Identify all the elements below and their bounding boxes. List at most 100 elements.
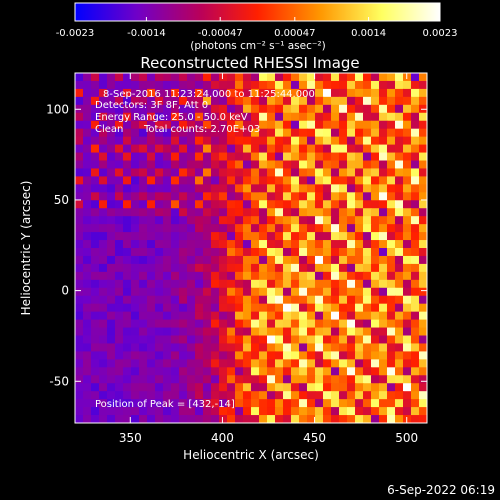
heatmap-cell — [379, 176, 388, 185]
heatmap-cell — [307, 255, 316, 265]
heatmap-cell — [179, 279, 188, 289]
heatmap-cell — [83, 184, 92, 193]
heatmap-cell — [179, 335, 188, 345]
heatmap-cell — [123, 327, 132, 337]
heatmap-cell — [275, 327, 284, 337]
heatmap-cell — [171, 407, 180, 416]
heatmap-cell — [323, 351, 332, 360]
heatmap-cell — [147, 168, 156, 177]
heatmap-cell — [107, 335, 116, 345]
heatmap-cell — [203, 335, 212, 345]
heatmap-cell — [131, 383, 140, 392]
heatmap-cell — [219, 104, 228, 114]
heatmap-cell — [251, 327, 260, 337]
heatmap-cell — [275, 303, 284, 313]
heatmap-cell — [107, 128, 116, 138]
heatmap-cell — [419, 287, 427, 297]
heatmap-cell — [347, 200, 356, 209]
heatmap-cell — [411, 192, 420, 201]
heatmap-cell — [395, 128, 404, 138]
heatmap-cell — [299, 88, 308, 98]
heatmap-cell — [227, 88, 236, 98]
heatmap-cell — [299, 176, 308, 185]
heatmap-cell — [331, 407, 340, 416]
heatmap-cell — [387, 80, 396, 90]
heatmap-cell — [83, 319, 92, 329]
heatmap-cell — [211, 73, 220, 82]
heatmap-cell — [291, 375, 300, 384]
heatmap-cell — [195, 367, 204, 376]
y-tick-label: -50 — [49, 374, 69, 388]
heatmap-cell — [131, 208, 140, 217]
heatmap-cell — [267, 80, 276, 90]
heatmap-cell — [315, 160, 324, 170]
heatmap-cell — [75, 232, 84, 241]
heatmap-cell — [363, 263, 372, 273]
heatmap-cell — [99, 415, 108, 423]
heatmap-cell — [123, 415, 132, 423]
heatmap-cell — [163, 176, 172, 185]
heatmap-cell — [155, 263, 164, 273]
heatmap-cell — [275, 359, 284, 368]
heatmap-cell — [267, 208, 276, 217]
heatmap-cell — [227, 104, 236, 114]
heatmap-cell — [395, 184, 404, 193]
heatmap-cell — [171, 303, 180, 313]
heatmap-cell — [139, 359, 148, 368]
heatmap-cell — [211, 120, 220, 130]
heatmap-cell — [387, 271, 396, 281]
heatmap-cell — [139, 136, 148, 146]
heatmap-cell — [339, 367, 348, 376]
heatmap-cell — [387, 351, 396, 360]
heatmap-cell — [235, 399, 244, 408]
heatmap-cell — [243, 399, 252, 408]
heatmap-cell — [179, 327, 188, 337]
heatmap-cell — [307, 192, 316, 201]
heatmap-cell — [339, 160, 348, 170]
heatmap-cell — [307, 73, 316, 82]
heatmap-cell — [227, 168, 236, 177]
heatmap-cell — [131, 255, 140, 265]
heatmap-cell — [131, 128, 140, 138]
heatmap-cell — [395, 104, 404, 114]
heatmap-cell — [243, 80, 252, 90]
heatmap-cell — [419, 96, 427, 106]
heatmap-cell — [179, 184, 188, 193]
heatmap-cell — [139, 80, 148, 90]
heatmap-cell — [315, 367, 324, 376]
heatmap-cell — [115, 399, 124, 408]
heatmap-cell — [83, 144, 92, 154]
heatmap-cell — [331, 160, 340, 170]
heatmap-cell — [147, 160, 156, 170]
heatmap-cell — [171, 152, 180, 162]
heatmap-cell — [123, 224, 132, 233]
heatmap-cell — [259, 112, 268, 122]
heatmap-cell — [155, 279, 164, 289]
heatmap-cell — [363, 287, 372, 297]
heatmap-cell — [315, 248, 324, 257]
heatmap-cell — [379, 168, 388, 177]
heatmap-cell — [179, 375, 188, 384]
heatmap-cell — [147, 80, 156, 90]
heatmap-cell — [147, 120, 156, 130]
heatmap-cell — [355, 96, 364, 106]
heatmap-cell — [75, 359, 84, 368]
heatmap-cell — [163, 351, 172, 360]
heatmap-cell — [339, 120, 348, 130]
heatmap-cell — [75, 128, 84, 138]
x-tick-label: 500 — [395, 431, 418, 445]
heatmap-cell — [291, 415, 300, 423]
heatmap-cell — [211, 104, 220, 114]
heatmap-cell — [219, 287, 228, 297]
heatmap-cell — [267, 136, 276, 146]
heatmap-cell — [99, 192, 108, 201]
heatmap-cell — [387, 200, 396, 209]
heatmap-cell — [187, 367, 196, 376]
heatmap-cell — [187, 96, 196, 106]
heatmap-cell — [251, 263, 260, 273]
heatmap-cell — [355, 279, 364, 289]
annotation-algorithm: Clean — [95, 124, 123, 135]
heatmap-cell — [259, 208, 268, 217]
heatmap-cell — [347, 80, 356, 90]
heatmap-cell — [187, 335, 196, 345]
